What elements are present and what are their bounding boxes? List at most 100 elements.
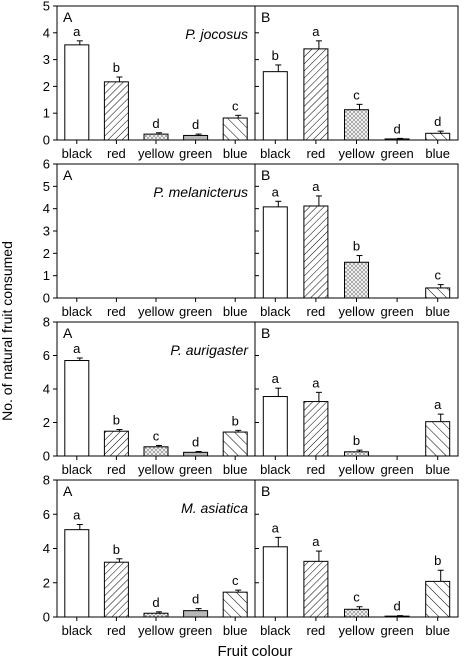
y-tick-label: 8 [43, 315, 50, 330]
y-tick-label: 4 [43, 25, 50, 40]
x-tick-label-blue: blue [223, 304, 248, 319]
significance-letter: a [272, 371, 280, 386]
panels: 0 1 2 3 4 5 A P. jocosus black a red b yellow d green d… [43, 0, 459, 638]
x-tick-label-black: black [260, 462, 291, 477]
y-tick-label: 6 [43, 507, 50, 522]
significance-letter: b [353, 433, 360, 448]
significance-letter: a [73, 24, 81, 39]
significance-letter: c [232, 573, 239, 588]
x-tick-label-green: green [179, 462, 212, 477]
panel-label: A [63, 9, 73, 25]
y-tick-label: 1 [43, 268, 50, 283]
bar-yellow [143, 446, 169, 457]
x-tick-label-red: red [107, 146, 126, 161]
bar-red [303, 401, 329, 457]
x-tick-label-yellow: yellow [338, 146, 375, 161]
bar-green [183, 134, 209, 141]
x-tick-label-green: green [380, 146, 413, 161]
bar-black [64, 360, 90, 457]
x-tick-label-yellow: yellow [338, 304, 375, 319]
significance-letter: a [312, 24, 320, 39]
y-tick-label: 5 [43, 179, 50, 194]
y-tick-label: 6 [43, 157, 50, 172]
bar-red [303, 205, 329, 299]
y-tick-label: 1 [43, 106, 50, 121]
bar-red [303, 48, 329, 141]
x-tick-label-red: red [307, 462, 326, 477]
panel-label: B [261, 9, 270, 25]
significance-letter: b [113, 542, 120, 557]
x-tick-label-yellow: yellow [138, 623, 175, 638]
x-tick-label-black: black [260, 304, 291, 319]
significance-letter: a [73, 508, 81, 523]
y-tick-label: 2 [43, 575, 50, 590]
x-tick-label-black: black [260, 146, 291, 161]
bar-blue [425, 132, 451, 141]
x-tick-label-red: red [107, 462, 126, 477]
panel-label: B [261, 483, 270, 499]
significance-letter: c [153, 428, 160, 443]
y-tick-label: 3 [43, 52, 50, 67]
significance-letter: d [192, 434, 199, 449]
x-tick-label-red: red [107, 304, 126, 319]
panel-3-a: 0 2 4 6 8A P. aurigaster black a red b yellow c gree… [43, 315, 256, 477]
significance-letter: b [232, 413, 239, 428]
significance-letter: d [152, 116, 159, 131]
bar-blue [222, 591, 248, 618]
x-tick-label-blue: blue [425, 304, 450, 319]
x-tick-label-green: green [380, 623, 413, 638]
x-tick-label-blue: blue [425, 146, 450, 161]
x-tick-label-black: black [62, 623, 93, 638]
y-tick-label: 0 [43, 449, 50, 464]
panel-label: B [261, 167, 270, 183]
x-tick-label-yellow: yellow [338, 623, 375, 638]
bar-yellow [344, 261, 369, 299]
y-tick-label: 4 [43, 382, 50, 397]
bar-yellow [344, 451, 369, 457]
significance-letter: a [272, 184, 280, 199]
significance-letter: d [152, 595, 159, 610]
significance-letter: a [272, 520, 280, 535]
significance-letter: a [312, 534, 320, 549]
panel-label: B [261, 325, 270, 341]
significance-letter: c [434, 268, 441, 283]
bar-black [262, 206, 288, 299]
y-tick-label: 4 [43, 201, 50, 216]
bar-red [103, 81, 129, 141]
x-axis-label: Fruit colour [217, 643, 292, 660]
significance-letter: d [393, 121, 400, 136]
bar-black [262, 396, 288, 457]
bar-yellow [344, 109, 369, 141]
x-tick-label-green: green [179, 623, 212, 638]
species-name: P. jocosus [185, 26, 248, 42]
x-tick-label-red: red [107, 623, 126, 638]
y-tick-label: 2 [43, 79, 50, 94]
significance-letter: d [192, 117, 199, 132]
significance-letter: b [353, 239, 360, 254]
x-tick-label-blue: blue [223, 623, 248, 638]
bar-green [384, 615, 410, 618]
bar-blue [222, 431, 248, 457]
x-tick-label-blue: blue [223, 462, 248, 477]
significance-letter: d [393, 599, 400, 614]
bar-green [183, 610, 209, 618]
x-tick-label-red: red [307, 146, 326, 161]
panel-label: A [63, 325, 73, 341]
panel-2-a: 0 1 2 3 4 5 6A P. melanicterus black red yellow gre… [43, 157, 256, 319]
x-tick-label-black: black [62, 462, 93, 477]
x-tick-label-black: black [62, 146, 93, 161]
species-name: M. asiatica [181, 500, 248, 516]
significance-letter: b [113, 60, 120, 75]
significance-letter: c [232, 98, 239, 113]
significance-letter: b [272, 48, 279, 63]
x-tick-label-green: green [380, 462, 413, 477]
significance-letter: a [73, 341, 81, 356]
y-axis-label: No. of natural fruit consumed [0, 241, 15, 421]
y-tick-label: 2 [43, 246, 50, 261]
significance-letter: d [192, 592, 199, 607]
bar-red [103, 430, 129, 457]
